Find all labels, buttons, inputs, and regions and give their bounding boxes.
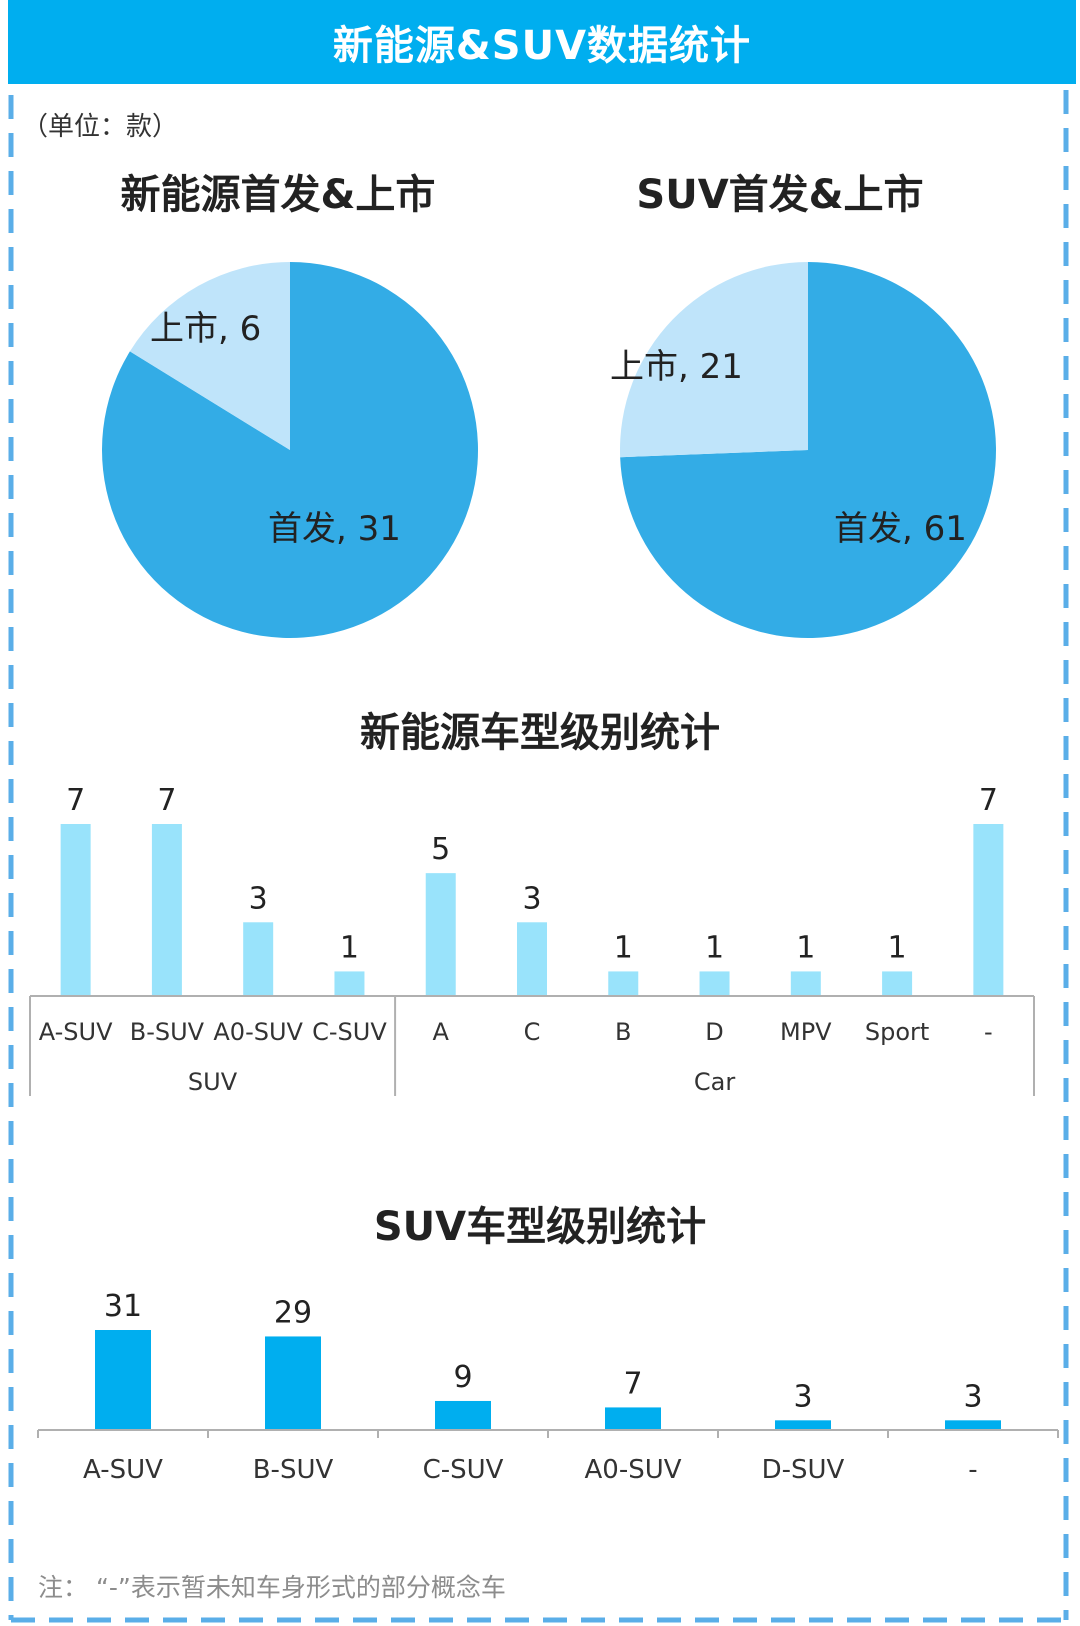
bar-C-SUV [334, 971, 365, 996]
pie-slice-上市 [129, 262, 290, 450]
header-title: 新能源&SUV数据统计 [8, 0, 1076, 84]
bar-value-label: 7 [157, 783, 176, 818]
tick-label: D-SUV [762, 1455, 845, 1485]
bar-C [517, 922, 547, 996]
pie-slice-label: 首发, 31 [268, 509, 401, 549]
bar-title-new-energy-levels: 新能源车型级别统计 [360, 710, 720, 756]
pie-slice-首发 [620, 262, 996, 638]
tick-label: D [705, 1018, 723, 1046]
bar-A0-SUV [605, 1407, 661, 1430]
group-label: SUV [188, 1068, 238, 1096]
bar-A0-SUV [243, 922, 274, 996]
bar-title-suv-levels: SUV车型级别统计 [373, 1204, 707, 1250]
tick-label: A [433, 1018, 450, 1046]
bar-B-SUV [151, 824, 182, 996]
bar-value-label: 5 [431, 832, 450, 867]
bar-D-SUV [775, 1420, 831, 1430]
tick-label: - [968, 1455, 977, 1485]
tick-label: B [615, 1018, 631, 1046]
footnote: 注： “-”表示暂未知车身形式的部分概念车 [38, 1573, 506, 1602]
tick-label: B-SUV [253, 1455, 334, 1485]
tick-label: A0-SUV [584, 1455, 681, 1485]
bar-value-label: 1 [614, 930, 633, 965]
bar-chart-new-energy-levels: 7 A-SUV 7 B-SUV 3 A0-SUV 1 C-SUV 5 A 3 C 1 B 1 D 1 MPV 1 Sp… [29, 783, 1035, 1096]
bar-Sport [882, 971, 913, 996]
group-label: Car [694, 1068, 735, 1096]
bar-B-SUV [265, 1336, 321, 1430]
bar-chart-suv-levels: 31 A-SUV 29 B-SUV 9 C-SUV 7 A0-SUV 3 D-SUV 3 - [37, 1289, 1059, 1485]
tick-label: C [524, 1018, 541, 1046]
bar-- [973, 824, 1004, 996]
bar-value-label: 29 [274, 1295, 312, 1330]
pie-chart-new-energy: 首发, 31 上市, 6 [101, 262, 478, 638]
bar-value-label: 7 [979, 783, 998, 818]
bar-MPV [790, 971, 821, 996]
bar-value-label: 7 [66, 783, 85, 818]
pie-slice-label: 上市, 21 [610, 347, 743, 387]
bar-value-label: 1 [888, 930, 907, 965]
tick-label: A-SUV [83, 1455, 163, 1485]
bar-value-label: 3 [793, 1379, 812, 1414]
bar-A-SUV [60, 824, 91, 996]
bar-value-label: 1 [705, 930, 724, 965]
bar-value-label: 1 [796, 930, 815, 965]
bar-B [608, 971, 639, 996]
bar-value-label: 3 [963, 1379, 982, 1414]
bar-value-label: 3 [522, 881, 541, 916]
tick-label: C-SUV [312, 1018, 387, 1046]
bar-value-label: 3 [249, 881, 268, 916]
bar-value-label: 9 [453, 1360, 472, 1395]
tick-label: A0-SUV [213, 1018, 303, 1046]
pie-slice-上市 [620, 262, 808, 458]
unit-label: （单位：款） [22, 112, 179, 142]
pie-title-new-energy: 新能源首发&上市 [120, 172, 436, 218]
bar-A-SUV [95, 1330, 151, 1430]
pie-slice-label: 首发, 61 [834, 509, 967, 549]
bar-C-SUV [435, 1400, 491, 1430]
tick-label: - [984, 1018, 993, 1046]
tick-label: C-SUV [423, 1455, 504, 1485]
pie-slice-label: 上市, 6 [150, 309, 261, 349]
bar-A [425, 873, 456, 996]
tick-label: B-SUV [130, 1018, 205, 1046]
bar-value-label: 31 [104, 1289, 142, 1324]
bar-value-label: 7 [623, 1366, 642, 1401]
bar-- [945, 1420, 1001, 1430]
tick-label: A-SUV [39, 1018, 113, 1046]
bar-D [699, 971, 730, 996]
tick-label: Sport [865, 1018, 929, 1046]
tick-label: MPV [780, 1018, 832, 1046]
pie-title-suv: SUV首发&上市 [636, 172, 924, 218]
bar-value-label: 1 [340, 930, 359, 965]
pie-chart-suv: 首发, 61 上市, 21 [610, 262, 996, 638]
